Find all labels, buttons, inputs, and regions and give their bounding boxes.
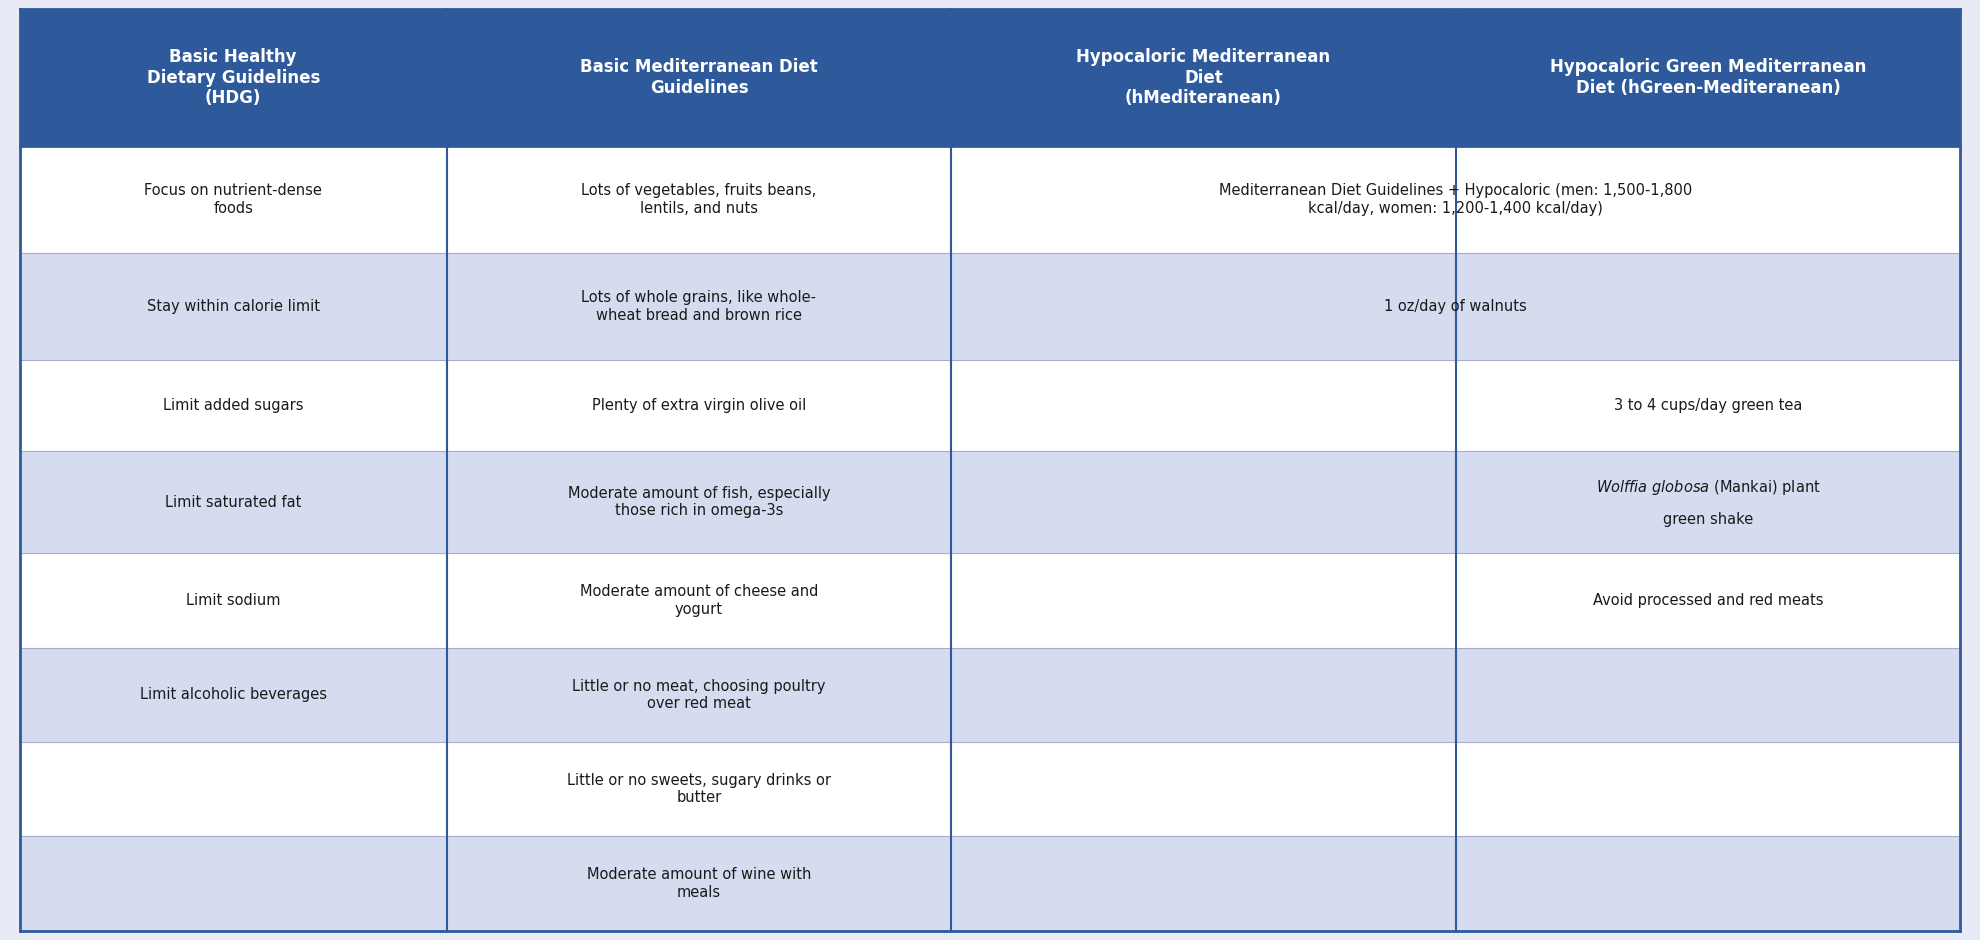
FancyBboxPatch shape — [447, 146, 950, 253]
FancyBboxPatch shape — [447, 553, 950, 648]
FancyBboxPatch shape — [20, 742, 447, 837]
FancyBboxPatch shape — [1455, 9, 1960, 146]
Text: Moderate amount of wine with
meals: Moderate amount of wine with meals — [586, 868, 812, 900]
FancyBboxPatch shape — [447, 253, 950, 360]
Text: Hypocaloric Green Mediterranean
Diet (hGreen-Mediteranean): Hypocaloric Green Mediterranean Diet (hG… — [1550, 58, 1865, 97]
Text: $\it{Wolffia\ globosa}$ (Mankai) plant: $\it{Wolffia\ globosa}$ (Mankai) plant — [1596, 478, 1820, 497]
Text: Avoid processed and red meats: Avoid processed and red meats — [1592, 593, 1824, 608]
FancyBboxPatch shape — [447, 360, 950, 451]
FancyBboxPatch shape — [447, 648, 950, 742]
Text: Lots of whole grains, like whole-
wheat bread and brown rice: Lots of whole grains, like whole- wheat … — [582, 290, 816, 322]
FancyBboxPatch shape — [447, 837, 950, 931]
FancyBboxPatch shape — [950, 9, 1455, 146]
FancyBboxPatch shape — [950, 360, 1455, 451]
FancyBboxPatch shape — [20, 451, 447, 553]
Text: Limit alcoholic beverages: Limit alcoholic beverages — [141, 687, 327, 702]
Text: Little or no meat, choosing poultry
over red meat: Little or no meat, choosing poultry over… — [572, 679, 826, 711]
Text: green shake: green shake — [1663, 512, 1752, 527]
Text: 3 to 4 cups/day green tea: 3 to 4 cups/day green tea — [1614, 399, 1802, 414]
Text: Moderate amount of fish, especially
those rich in omega-3s: Moderate amount of fish, especially thos… — [568, 486, 830, 519]
FancyBboxPatch shape — [1455, 648, 1960, 742]
FancyBboxPatch shape — [20, 146, 447, 253]
FancyBboxPatch shape — [950, 146, 1960, 253]
Text: Limit added sugars: Limit added sugars — [162, 399, 303, 414]
FancyBboxPatch shape — [20, 9, 447, 146]
FancyBboxPatch shape — [20, 253, 447, 360]
Text: Plenty of extra virgin olive oil: Plenty of extra virgin olive oil — [592, 399, 806, 414]
FancyBboxPatch shape — [20, 553, 447, 648]
FancyBboxPatch shape — [1455, 742, 1960, 837]
FancyBboxPatch shape — [1455, 360, 1960, 451]
FancyBboxPatch shape — [950, 451, 1455, 553]
Text: Focus on nutrient-dense
foods: Focus on nutrient-dense foods — [145, 183, 323, 215]
FancyBboxPatch shape — [447, 451, 950, 553]
Text: Mediterranean Diet Guidelines + Hypocaloric (men: 1,500-1,800
kcal/day, women: 1: Mediterranean Diet Guidelines + Hypocalo… — [1220, 183, 1693, 215]
Text: Limit sodium: Limit sodium — [186, 593, 281, 608]
FancyBboxPatch shape — [20, 837, 447, 931]
Text: Lots of vegetables, fruits beans,
lentils, and nuts: Lots of vegetables, fruits beans, lentil… — [582, 183, 816, 215]
FancyBboxPatch shape — [1455, 553, 1960, 648]
FancyBboxPatch shape — [447, 9, 950, 146]
Text: 1 oz/day of walnuts: 1 oz/day of walnuts — [1384, 299, 1527, 314]
FancyBboxPatch shape — [950, 553, 1455, 648]
FancyBboxPatch shape — [950, 742, 1455, 837]
Text: Limit saturated fat: Limit saturated fat — [164, 494, 301, 509]
FancyBboxPatch shape — [20, 648, 447, 742]
Text: Moderate amount of cheese and
yogurt: Moderate amount of cheese and yogurt — [580, 584, 818, 617]
FancyBboxPatch shape — [1455, 451, 1960, 553]
Text: Stay within calorie limit: Stay within calorie limit — [147, 299, 319, 314]
FancyBboxPatch shape — [447, 742, 950, 837]
Text: Basic Mediterranean Diet
Guidelines: Basic Mediterranean Diet Guidelines — [580, 58, 818, 97]
FancyBboxPatch shape — [1455, 837, 1960, 931]
FancyBboxPatch shape — [20, 360, 447, 451]
FancyBboxPatch shape — [950, 837, 1455, 931]
Text: Little or no sweets, sugary drinks or
butter: Little or no sweets, sugary drinks or bu… — [566, 773, 832, 806]
FancyBboxPatch shape — [950, 253, 1960, 360]
Text: Basic Healthy
Dietary Guidelines
(HDG): Basic Healthy Dietary Guidelines (HDG) — [147, 48, 321, 107]
Text: Hypocaloric Mediterranean
Diet
(hMediteranean): Hypocaloric Mediterranean Diet (hMediter… — [1077, 48, 1331, 107]
FancyBboxPatch shape — [950, 648, 1455, 742]
